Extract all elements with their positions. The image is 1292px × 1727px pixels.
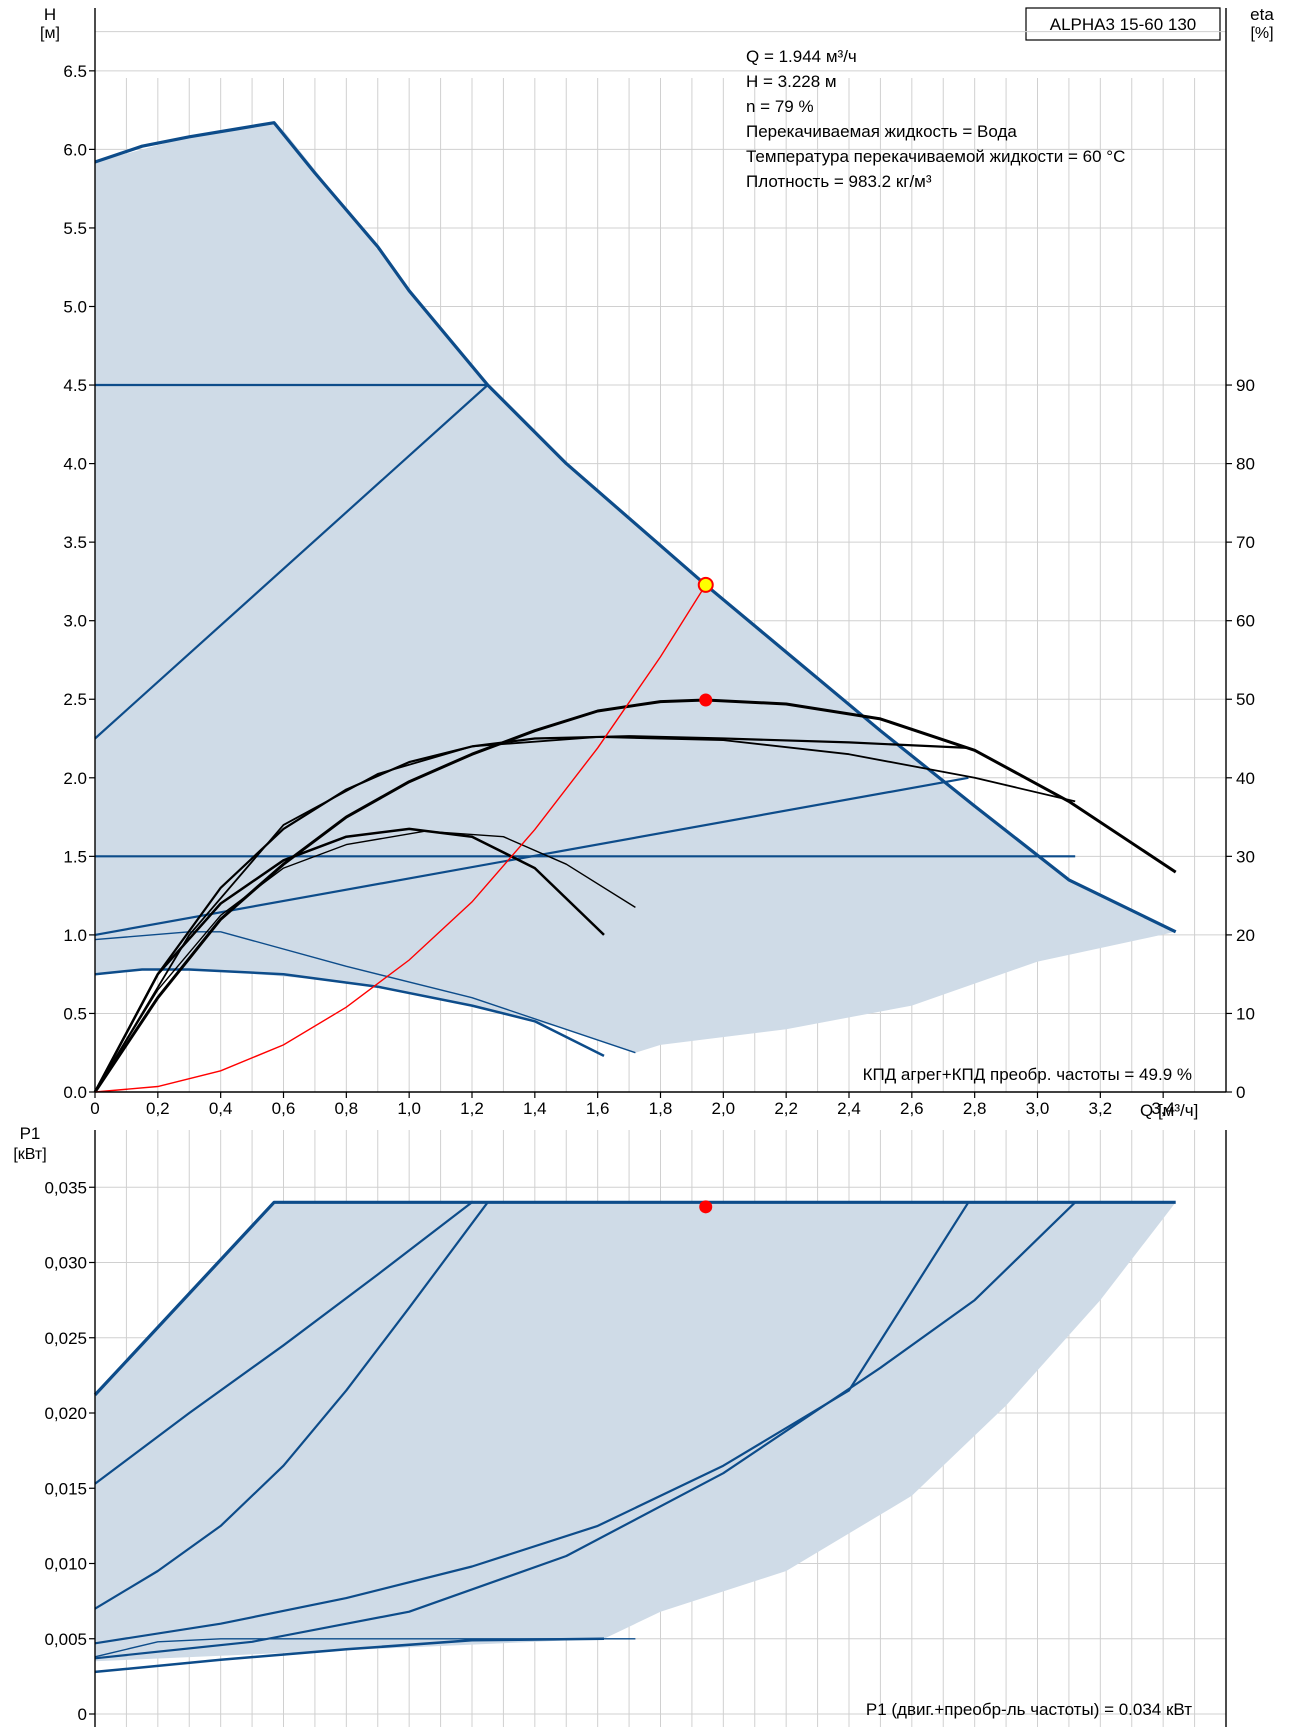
head-y-tick-label: 4.5 — [63, 376, 87, 395]
power-curve-6 — [94, 1637, 605, 1674]
info-line-liquid: Перекачиваемая жидкость = Вода — [746, 122, 1017, 141]
power-note: P1 (двиг.+преобр-ль частоты) = 0.034 кВт — [866, 1700, 1192, 1719]
model-label: ALPHA3 15-60 130 — [1050, 15, 1197, 34]
head-y-tick-label: 3.0 — [63, 612, 87, 631]
head-y-tick-label: 5.0 — [63, 297, 87, 316]
eta-tick-label: 80 — [1236, 455, 1255, 474]
head-curve-pp_high — [94, 384, 489, 740]
head-y-tick-label: 6.0 — [63, 140, 87, 159]
eta-axis-unit: [%] — [1250, 25, 1273, 42]
power-y-tick-label: 0,010 — [44, 1555, 87, 1574]
efficiency-note: КПД агрег+КПД преобр. частоты = 49.9 % — [863, 1065, 1192, 1084]
power-curve-0 — [93, 1200, 1176, 1396]
info-line-temperature: Температура перекачиваемой жидкости = 60… — [746, 147, 1125, 166]
efficiency-curve-2 — [94, 736, 1076, 1093]
power-axis-title: P1 — [20, 1124, 41, 1143]
duty-point-head-marker — [697, 576, 714, 593]
x-tick-label: 2,4 — [837, 1099, 861, 1118]
head-curve-pp_low — [94, 776, 969, 936]
head-y-tick-label: 4.0 — [63, 455, 87, 474]
power-y-tick-label: 0 — [78, 1705, 87, 1724]
head-axis-title: H — [44, 5, 56, 24]
eta-tick-label: 60 — [1236, 612, 1255, 631]
info-block: Q = 1.944 м³/ч H = 3.228 м n = 79 % Пере… — [746, 47, 1125, 191]
info-line-density: Плотность = 983.2 кг/м³ — [746, 172, 932, 191]
head-y-tick-label: 2.0 — [63, 769, 87, 788]
x-tick-label: 3,0 — [1026, 1099, 1050, 1118]
head-plot: 0.0 0.5 1.0 1.5 2.0 2.5 3.0 3.5 4.0 4.5 5.0 5.5 6.0 6… — [63, 8, 1255, 1118]
power-y-tick-label: 0,025 — [44, 1329, 87, 1348]
x-tick-label: 3,4 — [1151, 1099, 1175, 1118]
efficiency-curve-3 — [93, 827, 605, 1093]
head-axis-unit: [м] — [40, 25, 60, 42]
head-y-tick-label: 3.5 — [63, 533, 87, 552]
head-y-tick-label: 6.5 — [63, 62, 87, 81]
power-y-tick-label: 0,005 — [44, 1630, 87, 1649]
duty-point-efficiency-marker — [699, 693, 713, 707]
eta-tick-label: 0 — [1236, 1083, 1245, 1102]
head-operating-area — [95, 122, 1176, 1053]
info-line-q: Q = 1.944 м³/ч — [746, 47, 857, 66]
info-line-n: n = 79 % — [746, 97, 814, 116]
head-y-tick-label: 0.5 — [63, 1004, 87, 1023]
x-tick-label: 2,8 — [963, 1099, 987, 1118]
head-curve-min_b — [94, 968, 605, 1058]
head-y-tick-label: 1.0 — [63, 926, 87, 945]
power-plot: 0 0,005 0,010 0,015 0,020 0,025 0,030 0,035 — [44, 1130, 1227, 1727]
x-tick-label: 1,8 — [649, 1099, 673, 1118]
head-curve-min_a — [94, 931, 636, 1054]
efficiency-curve-1 — [94, 735, 969, 1093]
x-tick-label: 2,2 — [774, 1099, 798, 1118]
x-tick-label: 0,2 — [146, 1099, 170, 1118]
x-axis-label: Q [м³/ч] — [1140, 1101, 1198, 1120]
head-y-tick-label: 1.5 — [63, 847, 87, 866]
model-label-box — [1025, 7, 1221, 41]
x-tick-label: 0,6 — [272, 1099, 296, 1118]
eta-tick-label: 50 — [1236, 690, 1255, 709]
head-y-tick-label: 5.5 — [63, 219, 87, 238]
duty-point-power-marker — [699, 1200, 713, 1214]
system-curve — [94, 584, 707, 1093]
eta-tick-label: 30 — [1236, 847, 1255, 866]
efficiency-curve-4 — [94, 830, 636, 1093]
x-tick-label: 0,4 — [209, 1099, 233, 1118]
x-tick-label: 3,2 — [1089, 1099, 1113, 1118]
x-tick-label: 2,0 — [712, 1099, 736, 1118]
eta-tick-label: 20 — [1236, 926, 1255, 945]
power-y-tick-label: 0,015 — [44, 1479, 87, 1498]
power-y-tick-label: 0,035 — [44, 1178, 87, 1197]
x-tick-label: 1,2 — [460, 1099, 484, 1118]
eta-tick-label: 40 — [1236, 769, 1255, 788]
x-tick-label: 0 — [90, 1099, 99, 1118]
head-y-tick-label: 0.0 — [63, 1083, 87, 1102]
head-y-tick-label: 2.5 — [63, 690, 87, 709]
x-tick-label: 1,0 — [397, 1099, 421, 1118]
x-tick-label: 0,8 — [335, 1099, 359, 1118]
power-y-tick-label: 0,030 — [44, 1254, 87, 1273]
power-operating-area — [95, 1202, 1176, 1662]
eta-tick-label: 70 — [1236, 533, 1255, 552]
power-axis-unit: [кВт] — [13, 1146, 46, 1163]
power-curve-5 — [94, 1638, 636, 1658]
info-line-h: H = 3.228 м — [746, 72, 837, 91]
x-tick-label: 1,6 — [586, 1099, 610, 1118]
power-y-tick-label: 0,020 — [44, 1404, 87, 1423]
eta-tick-label: 10 — [1236, 1004, 1255, 1023]
x-tick-label: 2,6 — [900, 1099, 924, 1118]
power-curve-1 — [94, 1201, 473, 1485]
eta-axis-title: eta — [1250, 5, 1274, 24]
eta-tick-label: 90 — [1236, 376, 1255, 395]
power-curve-4 — [94, 1201, 1076, 1660]
power-curve-2 — [94, 1201, 489, 1610]
x-tick-label: 1,4 — [523, 1099, 547, 1118]
